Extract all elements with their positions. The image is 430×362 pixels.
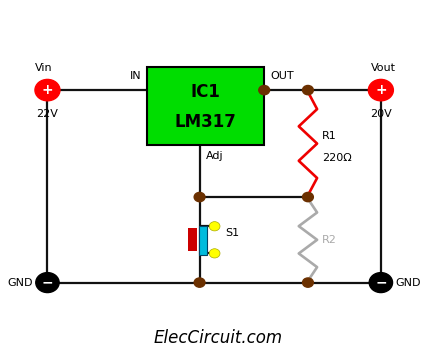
- Text: Vin: Vin: [34, 63, 52, 73]
- Text: +: +: [42, 83, 53, 97]
- FancyBboxPatch shape: [188, 228, 197, 251]
- Circle shape: [369, 79, 393, 101]
- Circle shape: [209, 222, 220, 231]
- Text: R2: R2: [322, 235, 337, 245]
- Circle shape: [35, 79, 60, 101]
- Text: LM317: LM317: [175, 113, 237, 131]
- Text: S1: S1: [225, 228, 239, 239]
- Text: +: +: [375, 83, 387, 97]
- Text: 220Ω: 220Ω: [322, 153, 351, 163]
- Text: 20V: 20V: [370, 109, 392, 119]
- Text: IC1: IC1: [191, 83, 221, 101]
- Text: −: −: [42, 275, 53, 290]
- Text: −: −: [375, 275, 387, 290]
- Text: ElecCircuit.com: ElecCircuit.com: [154, 329, 283, 347]
- Circle shape: [194, 278, 205, 287]
- FancyBboxPatch shape: [199, 226, 207, 255]
- Text: IN: IN: [129, 71, 141, 81]
- Text: OUT: OUT: [270, 71, 294, 81]
- Circle shape: [259, 85, 270, 95]
- Circle shape: [194, 193, 205, 202]
- Circle shape: [303, 278, 313, 287]
- Text: 22V: 22V: [37, 109, 58, 119]
- Text: Vout: Vout: [371, 63, 396, 73]
- Text: GND: GND: [396, 278, 421, 287]
- Text: R1: R1: [322, 131, 336, 142]
- Circle shape: [369, 273, 393, 292]
- Circle shape: [209, 249, 220, 258]
- Circle shape: [303, 85, 313, 95]
- Circle shape: [303, 193, 313, 202]
- Text: Adj: Adj: [206, 151, 224, 161]
- Circle shape: [36, 273, 59, 292]
- Text: GND: GND: [7, 278, 33, 287]
- FancyBboxPatch shape: [147, 67, 264, 146]
